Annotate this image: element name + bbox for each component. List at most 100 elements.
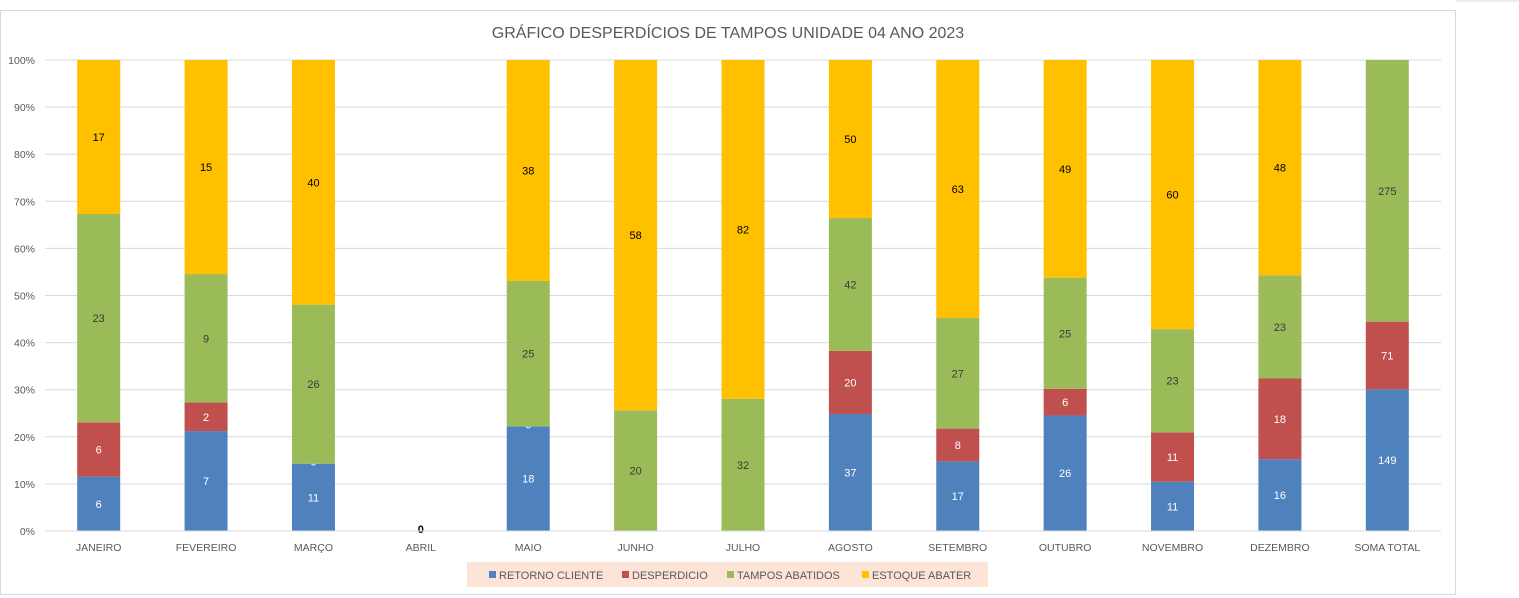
bar-segment xyxy=(1151,481,1195,531)
data-label: 82 xyxy=(737,224,749,236)
bar-segment xyxy=(184,402,228,432)
bar-segment xyxy=(614,410,658,531)
bar-segment xyxy=(936,60,980,319)
category-label: MAIO xyxy=(515,542,542,554)
category-label: DEZEMBRO xyxy=(1250,542,1310,554)
bar-segment xyxy=(1258,60,1302,276)
data-label: 60 xyxy=(1166,190,1178,202)
data-label: 6 xyxy=(96,444,102,456)
data-label: 50 xyxy=(844,134,856,146)
bar-segment xyxy=(1365,389,1409,531)
legend-swatch xyxy=(727,571,734,578)
bar-segment xyxy=(1258,275,1302,379)
bar-segment xyxy=(1043,415,1087,531)
data-label: 23 xyxy=(93,313,105,325)
category-label: OUTUBRO xyxy=(1039,542,1092,554)
bar-segment xyxy=(828,60,872,219)
data-label: 20 xyxy=(629,466,641,478)
data-label: 42 xyxy=(844,279,856,291)
bar-segment xyxy=(291,304,335,464)
data-label: 58 xyxy=(629,230,641,242)
y-tick-label: 10% xyxy=(14,479,35,491)
bar-segment xyxy=(1258,378,1302,460)
data-label-empty: 0 xyxy=(418,524,424,536)
category-label: SOMA TOTAL xyxy=(1354,542,1420,554)
data-label: 11 xyxy=(308,492,319,504)
bar-segment xyxy=(1043,60,1087,278)
data-label: 40 xyxy=(307,177,319,189)
legend-swatch xyxy=(489,571,496,578)
bar-segment xyxy=(936,428,980,462)
legend-swatch xyxy=(622,571,629,578)
category-label: NOVEMBRO xyxy=(1142,542,1203,554)
data-label: 2 xyxy=(203,412,209,424)
bar-segment xyxy=(1151,60,1195,330)
data-label: 27 xyxy=(952,368,964,380)
data-label: 9 xyxy=(203,333,209,345)
bar-segment xyxy=(291,60,335,305)
data-label: 7 xyxy=(203,476,209,488)
y-tick-label: 80% xyxy=(14,149,35,161)
bar-segment xyxy=(1043,277,1087,389)
bar-segment xyxy=(936,461,980,531)
bar-segment xyxy=(506,426,550,531)
data-label: 6 xyxy=(1062,397,1068,409)
data-label: 275 xyxy=(1378,186,1396,198)
category-label: FEVEREIRO xyxy=(176,542,237,554)
data-label: 32 xyxy=(737,460,749,472)
y-tick-label: 70% xyxy=(14,196,35,208)
y-tick-label: 100% xyxy=(8,55,35,67)
bar-segment xyxy=(506,60,550,281)
legend-label: DESPERDICIO xyxy=(632,570,708,582)
data-label: 8 xyxy=(955,440,961,452)
bar-segment xyxy=(721,60,765,399)
bar-segment xyxy=(184,274,228,403)
category-label: SETEMBRO xyxy=(928,542,987,554)
bar-segment xyxy=(77,476,121,531)
bar-segment xyxy=(1151,432,1195,482)
data-label: 149 xyxy=(1378,455,1396,467)
bar-segment xyxy=(1365,321,1409,390)
y-tick-label: 20% xyxy=(14,432,35,444)
category-label: JANEIRO xyxy=(76,542,122,554)
bar-segment xyxy=(184,60,228,275)
legend-swatch xyxy=(862,571,869,578)
bar-segment xyxy=(828,414,872,531)
data-label: 23 xyxy=(1274,322,1286,334)
bar-segment xyxy=(936,318,980,429)
y-tick-label: 40% xyxy=(14,338,35,350)
data-label: 17 xyxy=(93,132,105,144)
y-tick-label: 50% xyxy=(14,291,35,303)
data-label: 23 xyxy=(1166,376,1178,388)
bar-segment xyxy=(77,422,121,477)
category-label: ABRIL xyxy=(406,542,437,554)
data-label: 63 xyxy=(952,184,964,196)
bar-segment xyxy=(77,213,121,423)
bar-segment xyxy=(77,60,121,214)
data-label: 38 xyxy=(522,165,534,177)
category-label: JULHO xyxy=(726,542,760,554)
data-label: 25 xyxy=(522,349,534,361)
data-label: 16 xyxy=(1274,490,1286,502)
bar-segment xyxy=(828,350,872,415)
data-label: 48 xyxy=(1274,163,1286,175)
bar-segment xyxy=(1258,459,1302,531)
data-label: 37 xyxy=(844,468,856,480)
y-tick-label: 30% xyxy=(14,385,35,397)
legend-label: RETORNO CLIENTE xyxy=(499,570,603,582)
y-tick-label: 60% xyxy=(14,243,35,255)
data-label: 17 xyxy=(952,491,964,503)
data-label: 26 xyxy=(1059,468,1071,480)
y-tick-label: 90% xyxy=(14,102,35,114)
data-label: 15 xyxy=(200,162,212,174)
data-label: 49 xyxy=(1059,164,1071,176)
bar-segment xyxy=(1365,60,1409,322)
data-label: 25 xyxy=(1059,328,1071,340)
data-label: 18 xyxy=(1274,414,1286,426)
category-label: JUNHO xyxy=(618,542,654,554)
data-label: 18 xyxy=(522,474,534,486)
data-label: 11 xyxy=(1167,501,1178,513)
category-label: AGOSTO xyxy=(828,542,873,554)
bar-segment xyxy=(828,218,872,351)
